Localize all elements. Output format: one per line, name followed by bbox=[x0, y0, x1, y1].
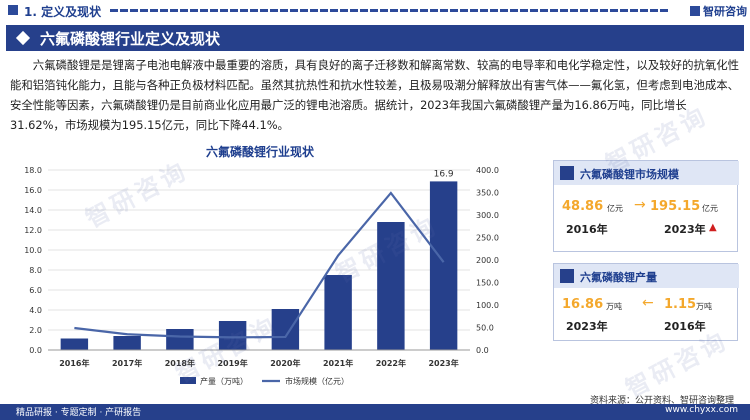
card-header: 六氟磷酸锂产量 bbox=[554, 264, 739, 288]
unit-label: 万吨 bbox=[696, 302, 712, 311]
logo-mark-icon bbox=[690, 6, 700, 16]
bar bbox=[218, 321, 247, 350]
bar bbox=[113, 336, 141, 350]
value-2016: 1.15 bbox=[664, 297, 697, 312]
bar bbox=[271, 309, 300, 350]
bar bbox=[60, 338, 89, 350]
unit-label: 亿元 bbox=[702, 204, 718, 213]
y-left-tick-label: 18.0 bbox=[24, 166, 42, 175]
value-2023: 16.86 bbox=[562, 297, 604, 312]
description-paragraph: 六氟磷酸锂是是锂离子电池电解液中最重要的溶质，具有良好的离子迁移数和解离常数、较… bbox=[10, 58, 740, 132]
y-right-tick-label: 200.0 bbox=[476, 256, 499, 265]
footer-bar: 精品研报 · 专题定制 · 产研报告 www.chyxx.com bbox=[0, 404, 750, 420]
bar bbox=[429, 181, 458, 350]
x-tick-label: 2016年 bbox=[59, 358, 89, 368]
legend-swatch-bar bbox=[180, 377, 196, 384]
card-title: 六氟磷酸锂市场规模 bbox=[580, 168, 679, 181]
footer-left-text: 精品研报 · 专题定制 · 产研报告 bbox=[16, 408, 142, 418]
x-tick-label: 2019年 bbox=[217, 358, 247, 368]
section-marker-icon bbox=[8, 5, 18, 15]
card-header: 六氟磷酸锂市场规模 bbox=[554, 161, 739, 185]
brand-logo: 智研咨询 bbox=[690, 3, 747, 19]
decorative-stripe bbox=[110, 9, 670, 12]
y-right-tick-label: 50.0 bbox=[476, 324, 494, 333]
x-tick-label: 2023年 bbox=[428, 358, 458, 368]
year-label: 2016年 bbox=[664, 320, 706, 333]
unit-label: 万吨 bbox=[606, 302, 622, 311]
page-title: 六氟磷酸锂行业定义及现状 bbox=[40, 30, 221, 48]
value-2023: 195.15 bbox=[650, 199, 701, 214]
trend-up-icon: ▲ bbox=[709, 222, 717, 233]
arrow-right-icon: → bbox=[634, 197, 646, 213]
market-size-card: 六氟磷酸锂市场规模 48.86 亿元 2016年 → 195.15 亿元 202… bbox=[553, 160, 739, 252]
top-bar: 1. 定义及现状 智研咨询 bbox=[0, 0, 750, 22]
diamond-icon bbox=[15, 30, 31, 46]
y-left-tick-label: 12.0 bbox=[24, 226, 42, 235]
bar-chart-icon bbox=[560, 166, 574, 180]
y-left-tick-label: 14.0 bbox=[24, 206, 42, 215]
y-right-tick-label: 100.0 bbox=[476, 301, 499, 310]
bar-chart-icon bbox=[560, 269, 574, 283]
y-right-tick-label: 400.0 bbox=[476, 166, 499, 175]
chart-title: 六氟磷酸锂行业现状 bbox=[205, 145, 314, 159]
section-label: 1. 定义及现状 bbox=[24, 5, 102, 19]
y-left-tick-label: 10.0 bbox=[24, 246, 42, 255]
x-tick-label: 2020年 bbox=[270, 358, 300, 368]
combo-chart: 16.9 0.0 2.0 4.0 6.0 8.0 10.0 12.0 14.0 16.0 18.0… bbox=[24, 166, 499, 386]
market-size-line bbox=[74, 191, 445, 339]
year-label: 2023年 bbox=[566, 320, 608, 333]
y-left-tick-label: 4.0 bbox=[29, 306, 42, 315]
footer-url: www.chyxx.com bbox=[665, 405, 738, 415]
source-note: 资料来源：公开资料、智研咨询整理 bbox=[589, 396, 734, 406]
bar-data-label: 16.9 bbox=[434, 169, 454, 179]
legend-label: 市场规模（亿元） bbox=[285, 376, 349, 386]
year-label: 2023年 bbox=[664, 223, 706, 236]
y-right-tick-label: 250.0 bbox=[476, 234, 499, 243]
title-bar: 六氟磷酸锂行业定义及现状 bbox=[6, 25, 744, 51]
unit-label: 亿元 bbox=[607, 204, 623, 213]
value-2016: 48.86 bbox=[562, 199, 604, 214]
bar bbox=[166, 329, 194, 350]
x-tick-label: 2022年 bbox=[376, 358, 406, 368]
y-left-tick-label: 0.0 bbox=[29, 346, 42, 355]
year-label: 2016年 bbox=[566, 223, 608, 236]
bar bbox=[377, 222, 405, 350]
legend-label: 产量（万吨） bbox=[200, 376, 248, 386]
arrow-left-icon: ← bbox=[642, 295, 654, 311]
y-right-tick-label: 0.0 bbox=[476, 346, 489, 355]
y-left-tick-label: 8.0 bbox=[29, 266, 42, 275]
production-card: 六氟磷酸锂产量 16.86 万吨 2023年 ← 1.15 万吨 2016年 bbox=[553, 263, 739, 341]
y-left-tick-label: 2.0 bbox=[29, 326, 42, 335]
y-right-tick-label: 350.0 bbox=[476, 189, 499, 198]
bar bbox=[324, 275, 352, 350]
y-left-tick-label: 6.0 bbox=[29, 286, 42, 295]
card-title: 六氟磷酸锂产量 bbox=[580, 271, 657, 284]
x-tick-label: 2017年 bbox=[112, 358, 142, 368]
y-right-tick-label: 300.0 bbox=[476, 211, 499, 220]
y-left-tick-label: 16.0 bbox=[24, 186, 42, 195]
y-right-tick-label: 150.0 bbox=[476, 279, 499, 288]
x-tick-label: 2018年 bbox=[165, 358, 195, 368]
x-tick-label: 2021年 bbox=[323, 358, 353, 368]
